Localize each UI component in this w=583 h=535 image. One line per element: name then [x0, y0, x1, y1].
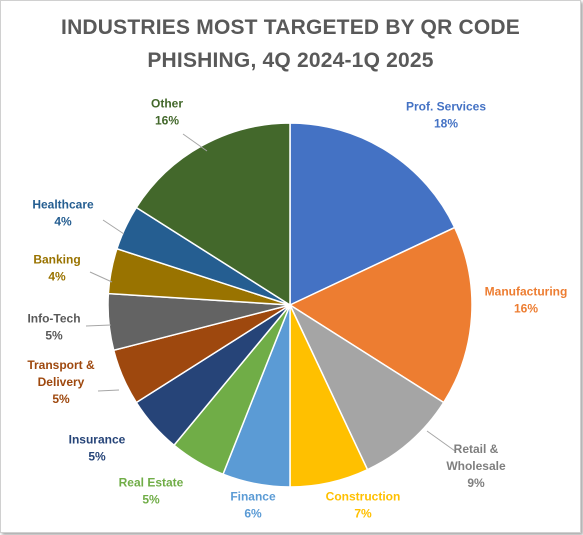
pie-slice-1: [288, 226, 473, 404]
slice-label-10: Healthcare 4%: [32, 198, 94, 229]
pie-slice-0: [289, 122, 456, 307]
slice-pct-10: 4%: [54, 215, 72, 229]
slice-name-2-1: Wholesale: [446, 459, 506, 473]
slice-name-4-0: Finance: [230, 490, 276, 504]
pie-slice-2: [288, 302, 445, 471]
slice-pct-8: 5%: [45, 329, 63, 343]
slice-pct-7: 5%: [52, 392, 70, 406]
slice-pct-3: 7%: [354, 507, 372, 521]
slice-name-1-0: Manufacturing: [485, 285, 568, 299]
slice-name-2-0: Retail &: [454, 442, 499, 456]
slice-name-8-0: Info-Tech: [27, 312, 80, 326]
slice-label-3: Construction 7%: [326, 490, 401, 521]
slice-label-6: Insurance 5%: [69, 433, 126, 464]
slice-name-7-0: Transport &: [27, 358, 95, 372]
slice-label-5: Real Estate 5%: [119, 476, 184, 507]
pie-slice-11: [135, 122, 291, 307]
leader-line-11: [182, 133, 208, 152]
slice-label-9: Banking 4%: [33, 253, 80, 284]
leader-line-8: [85, 324, 112, 327]
slice-name-7-1: Delivery: [38, 375, 85, 389]
leader-line-10: [102, 219, 125, 235]
leader-line-7: [97, 389, 120, 392]
leader-line-9: [89, 271, 113, 283]
chart-title: INDUSTRIES MOST TARGETED BY QR CODE PHIS…: [1, 11, 580, 77]
slice-pct-6: 5%: [88, 450, 106, 464]
slice-label-7: Transport & Delivery 5%: [27, 358, 95, 406]
slice-name-5-0: Real Estate: [119, 476, 184, 490]
chart-title-line-2: PHISHING, 4Q 2024-1Q 2025: [147, 49, 434, 72]
slice-label-1: Manufacturing 16%: [485, 285, 568, 316]
slice-name-0-0: Prof. Services: [406, 100, 486, 114]
slice-name-3-0: Construction: [326, 490, 401, 504]
slice-pct-5: 5%: [142, 493, 160, 507]
slice-label-2: Retail & Wholesale 9%: [446, 442, 506, 490]
slice-name-6-0: Insurance: [69, 433, 126, 447]
slice-label-0: Prof. Services 18%: [406, 100, 486, 131]
leader-line-2: [426, 430, 456, 452]
slice-name-10-0: Healthcare: [32, 198, 94, 212]
slice-name-11-0: Other: [151, 97, 183, 111]
slice-pct-2: 9%: [467, 476, 485, 490]
slice-label-11: Other 16%: [151, 97, 183, 128]
slice-pct-9: 4%: [48, 270, 66, 284]
slice-pct-11: 16%: [155, 114, 179, 128]
slice-pct-0: 18%: [434, 117, 458, 131]
slice-pct-4: 6%: [244, 507, 262, 521]
pie-slices: [107, 122, 473, 488]
slice-name-9-0: Banking: [33, 253, 80, 267]
slice-label-4: Finance 6%: [230, 490, 276, 521]
slice-label-8: Info-Tech 5%: [27, 312, 80, 343]
chart-title-line-1: INDUSTRIES MOST TARGETED BY QR CODE: [61, 16, 520, 39]
slice-pct-1: 16%: [514, 302, 538, 316]
